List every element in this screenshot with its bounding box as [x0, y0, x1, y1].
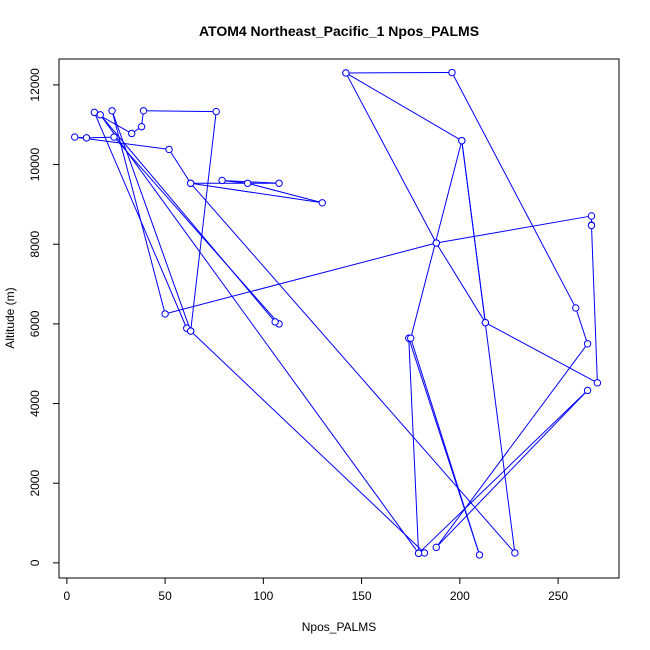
data-point: [583, 386, 592, 395]
data-point: [583, 340, 592, 348]
data-point: [137, 123, 146, 131]
data-point: [82, 134, 91, 142]
data-point: [432, 239, 440, 247]
data-point: [186, 327, 195, 335]
x-axis: 0 50 100 150 200 250: [64, 577, 568, 603]
data-point: [110, 133, 118, 141]
x-tick-label: 150: [352, 589, 372, 603]
line-segment: [247, 182, 323, 204]
line-segment: [190, 182, 516, 554]
data-point: [432, 543, 440, 552]
data-point: [218, 176, 226, 185]
x-tick-label: 0: [64, 589, 71, 603]
chart-title: ATOM4 Northeast_Pacific_1 Npos_PALMS: [199, 23, 479, 39]
x-axis-label: Npos_PALMS: [302, 620, 376, 634]
data-point: [407, 334, 415, 342]
data-point: [511, 549, 519, 557]
line-segment: [408, 338, 420, 554]
series-points: [71, 68, 602, 559]
line-segment: [111, 110, 192, 332]
line-segment: [99, 114, 419, 554]
line-segment: [575, 307, 589, 344]
data-point: [318, 199, 326, 207]
y-axis: 0 2000 4000 6000 8000 10000 12000: [28, 68, 60, 566]
data-point: [71, 133, 79, 141]
data-point: [593, 379, 602, 387]
data-point: [458, 136, 466, 145]
line-segment: [345, 72, 437, 244]
y-axis-label: Altitude (m): [3, 287, 17, 348]
y-tick-label: 10000: [28, 148, 42, 182]
line-segment: [435, 343, 588, 548]
line-segment: [345, 72, 463, 142]
line-segment: [590, 225, 598, 383]
x-tick-label: 200: [450, 589, 470, 603]
line-segment: [190, 182, 323, 204]
line-segment: [190, 330, 425, 554]
data-point: [212, 107, 220, 116]
data-point: [572, 304, 580, 312]
data-point: [165, 145, 173, 154]
line-segment: [99, 114, 276, 323]
line-segment: [113, 136, 280, 325]
data-point: [475, 551, 484, 559]
line-segment: [168, 149, 192, 184]
line-segment: [451, 72, 577, 309]
data-point: [587, 212, 596, 220]
line-segment: [74, 136, 170, 150]
data-point: [342, 69, 350, 77]
y-tick-label: 4000: [28, 390, 42, 417]
line-segment: [435, 242, 486, 323]
x-tick-label: 250: [548, 589, 568, 603]
data-point: [161, 310, 169, 318]
line-segment: [190, 111, 217, 332]
y-tick-label: 8000: [28, 231, 42, 258]
line-segment: [86, 136, 115, 139]
line-segment: [435, 390, 588, 548]
line-segment: [436, 215, 592, 244]
data-point: [271, 318, 279, 326]
data-point: [448, 68, 456, 77]
line-segment: [418, 390, 588, 554]
y-tick-label: 2000: [28, 470, 42, 497]
line-segment: [410, 338, 480, 556]
x-tick-label: 100: [253, 589, 273, 603]
y-tick-label: 0: [28, 559, 42, 566]
plot-frame: [58, 58, 620, 579]
data-point: [275, 179, 283, 187]
data-point: [96, 111, 104, 119]
y-tick-label: 12000: [28, 68, 42, 102]
line-segment: [485, 322, 598, 384]
line-segment: [143, 110, 217, 113]
data-point: [186, 179, 195, 187]
line-segment: [461, 140, 486, 323]
data-point: [139, 107, 148, 115]
data-point: [481, 318, 490, 327]
x-tick-label: 50: [158, 589, 172, 603]
data-point: [108, 107, 116, 115]
data-point: [587, 221, 596, 230]
data-point: [414, 549, 423, 558]
line-segment: [164, 242, 437, 315]
data-point: [128, 129, 136, 138]
data-point: [243, 179, 252, 187]
series-lines: [74, 72, 598, 556]
y-tick-label: 6000: [28, 310, 42, 337]
